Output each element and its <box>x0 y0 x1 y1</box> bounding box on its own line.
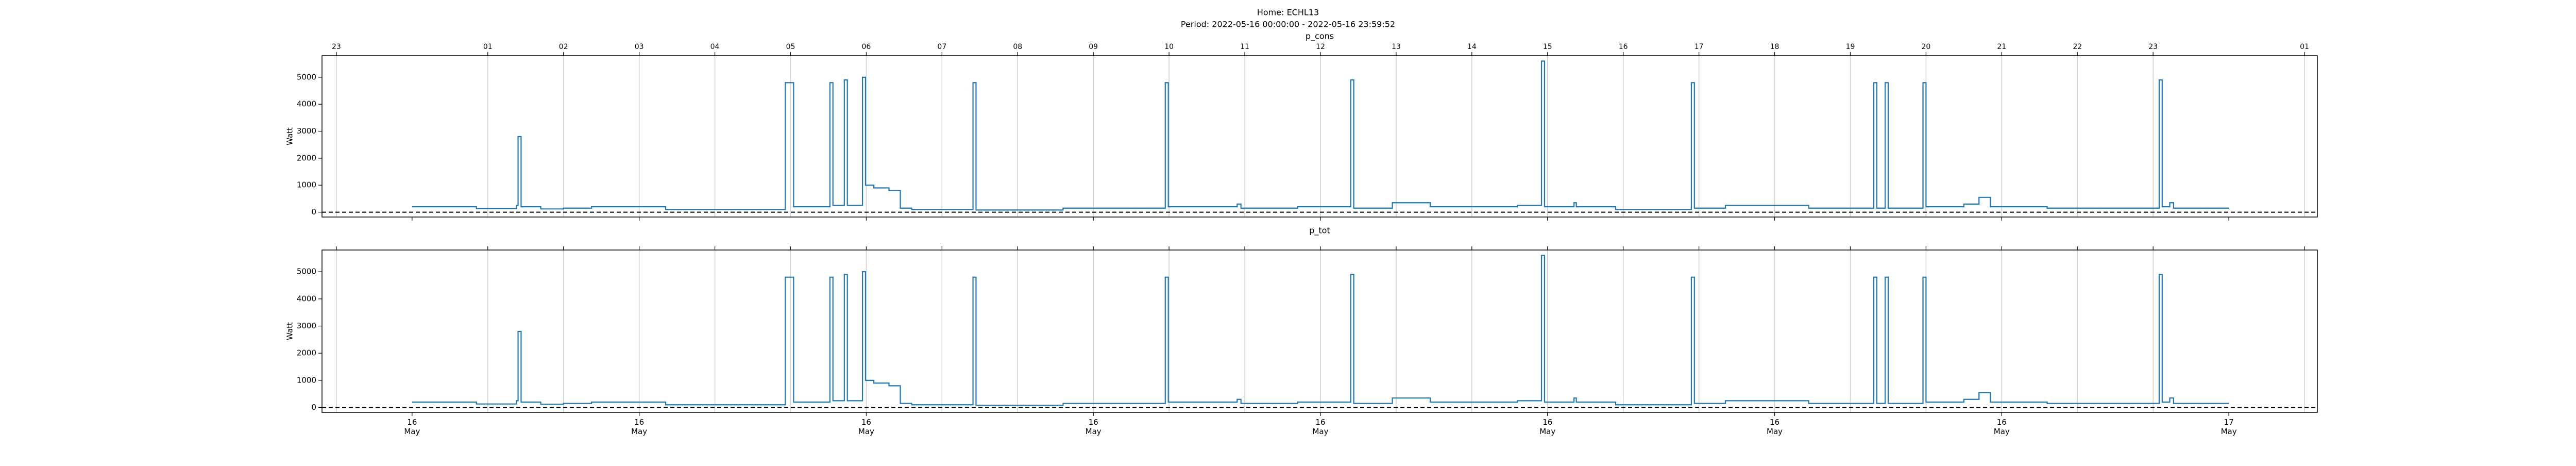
x2-tick-label: 01 <box>2300 43 2309 51</box>
x2-tick-label: 01 <box>483 43 493 51</box>
x2-tick-label: 06 <box>861 43 871 51</box>
x2-tick-label: 05 <box>786 43 795 51</box>
x2-tick-label: 13 <box>1392 43 1401 51</box>
y-tick-label: 2000 <box>297 153 316 162</box>
x-tick-label: 16 May <box>404 418 420 436</box>
y-tick-label: 4000 <box>297 99 316 109</box>
x2-tick-label: 02 <box>559 43 568 51</box>
x2-tick-label: 09 <box>1089 43 1098 51</box>
x-tick-label: 16 May <box>631 418 648 436</box>
x2-tick-label: 03 <box>635 43 644 51</box>
figure-title: Home: ECHL13 <box>1257 8 1319 18</box>
axes-frame <box>321 249 2318 413</box>
x2-tick-label: 23 <box>332 43 341 51</box>
x2-tick-label: 10 <box>1164 43 1174 51</box>
x-tick-label: 16 May <box>1539 418 1556 436</box>
y-tick-label: 5000 <box>297 72 316 81</box>
x2-tick-label: 08 <box>1013 43 1022 51</box>
series-line <box>412 60 2229 211</box>
x-tick-label: 16 May <box>1312 418 1329 436</box>
x2-tick-label: 11 <box>1240 43 1249 51</box>
series-line <box>412 255 2229 406</box>
y-axis-label: Watt <box>285 127 295 145</box>
y-tick-label: 5000 <box>297 267 316 276</box>
x2-tick-label: 16 <box>1619 43 1628 51</box>
x-tick-label: 16 May <box>1767 418 1783 436</box>
x2-tick-label: 15 <box>1543 43 1552 51</box>
y-tick-label: 1000 <box>297 180 316 190</box>
x2-tick-label: 18 <box>1770 43 1780 51</box>
x2-tick-label: 14 <box>1467 43 1477 51</box>
y-tick-label: 4000 <box>297 294 316 303</box>
x2-tick-label: 22 <box>2073 43 2082 51</box>
x2-tick-label: 20 <box>1921 43 1930 51</box>
axes-frame <box>321 55 2318 218</box>
axes-title: p_tot <box>1309 226 1330 236</box>
axes-title: p_cons <box>1306 31 1334 42</box>
x2-tick-label: 23 <box>2148 43 2158 51</box>
y-tick-label: 0 <box>311 403 316 412</box>
x2-tick-label: 21 <box>1997 43 2006 51</box>
y-tick-label: 2000 <box>297 348 316 358</box>
x-tick-label: 16 May <box>858 418 874 436</box>
x2-tick-label: 19 <box>1846 43 1855 51</box>
x-tick-label: 16 May <box>1085 418 1101 436</box>
y-tick-label: 1000 <box>297 375 316 385</box>
figure-subtitle: Period: 2022-05-16 00:00:00 - 2022-05-16… <box>1181 20 1395 29</box>
x-tick-label: 17 May <box>2221 418 2237 436</box>
y-tick-label: 0 <box>311 207 316 217</box>
x2-tick-label: 04 <box>710 43 720 51</box>
y-tick-label: 3000 <box>297 126 316 136</box>
x2-tick-label: 07 <box>937 43 946 51</box>
y-tick-label: 3000 <box>297 321 316 330</box>
x2-tick-label: 12 <box>1316 43 1325 51</box>
x2-tick-label: 17 <box>1694 43 1704 51</box>
x-tick-label: 16 May <box>1993 418 2010 436</box>
y-axis-label: Watt <box>285 322 295 340</box>
